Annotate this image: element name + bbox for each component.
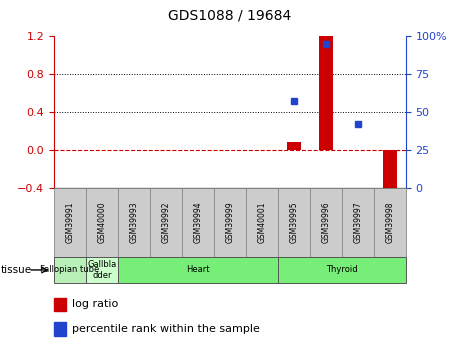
Text: log ratio: log ratio <box>71 299 118 309</box>
Bar <box>54 257 86 283</box>
Bar <box>54 322 66 336</box>
Bar <box>383 150 397 196</box>
Bar <box>214 188 246 257</box>
Text: GDS1088 / 19684: GDS1088 / 19684 <box>168 8 291 22</box>
Text: Fallopian tube: Fallopian tube <box>40 265 99 275</box>
Bar <box>374 188 406 257</box>
Bar <box>246 188 278 257</box>
Bar <box>54 188 86 257</box>
Bar <box>118 257 278 283</box>
Bar <box>86 257 118 283</box>
Bar <box>182 188 214 257</box>
Bar <box>54 298 66 311</box>
Bar <box>86 188 118 257</box>
Bar <box>318 36 333 150</box>
Text: GSM39994: GSM39994 <box>193 202 202 243</box>
Text: percentile rank within the sample: percentile rank within the sample <box>71 324 259 334</box>
Bar <box>278 257 406 283</box>
Text: GSM39997: GSM39997 <box>353 202 362 243</box>
Text: GSM39996: GSM39996 <box>321 202 330 243</box>
Bar <box>278 188 310 257</box>
Text: GSM40001: GSM40001 <box>257 202 266 243</box>
Text: GSM39993: GSM39993 <box>129 202 138 243</box>
Bar <box>150 188 182 257</box>
Text: GSM39999: GSM39999 <box>225 202 234 243</box>
Text: Thyroid: Thyroid <box>326 265 357 275</box>
Text: tissue: tissue <box>1 265 32 275</box>
Text: GSM39992: GSM39992 <box>161 202 170 243</box>
Bar <box>287 141 301 150</box>
Text: GSM39991: GSM39991 <box>65 202 75 243</box>
Bar <box>118 188 150 257</box>
Text: GSM39995: GSM39995 <box>289 202 298 243</box>
Text: GSM40000: GSM40000 <box>98 202 106 243</box>
Bar <box>310 188 342 257</box>
Text: Heart: Heart <box>186 265 210 275</box>
Text: Gallbla
dder: Gallbla dder <box>87 260 116 280</box>
Bar <box>342 188 374 257</box>
Text: GSM39998: GSM39998 <box>385 202 394 243</box>
